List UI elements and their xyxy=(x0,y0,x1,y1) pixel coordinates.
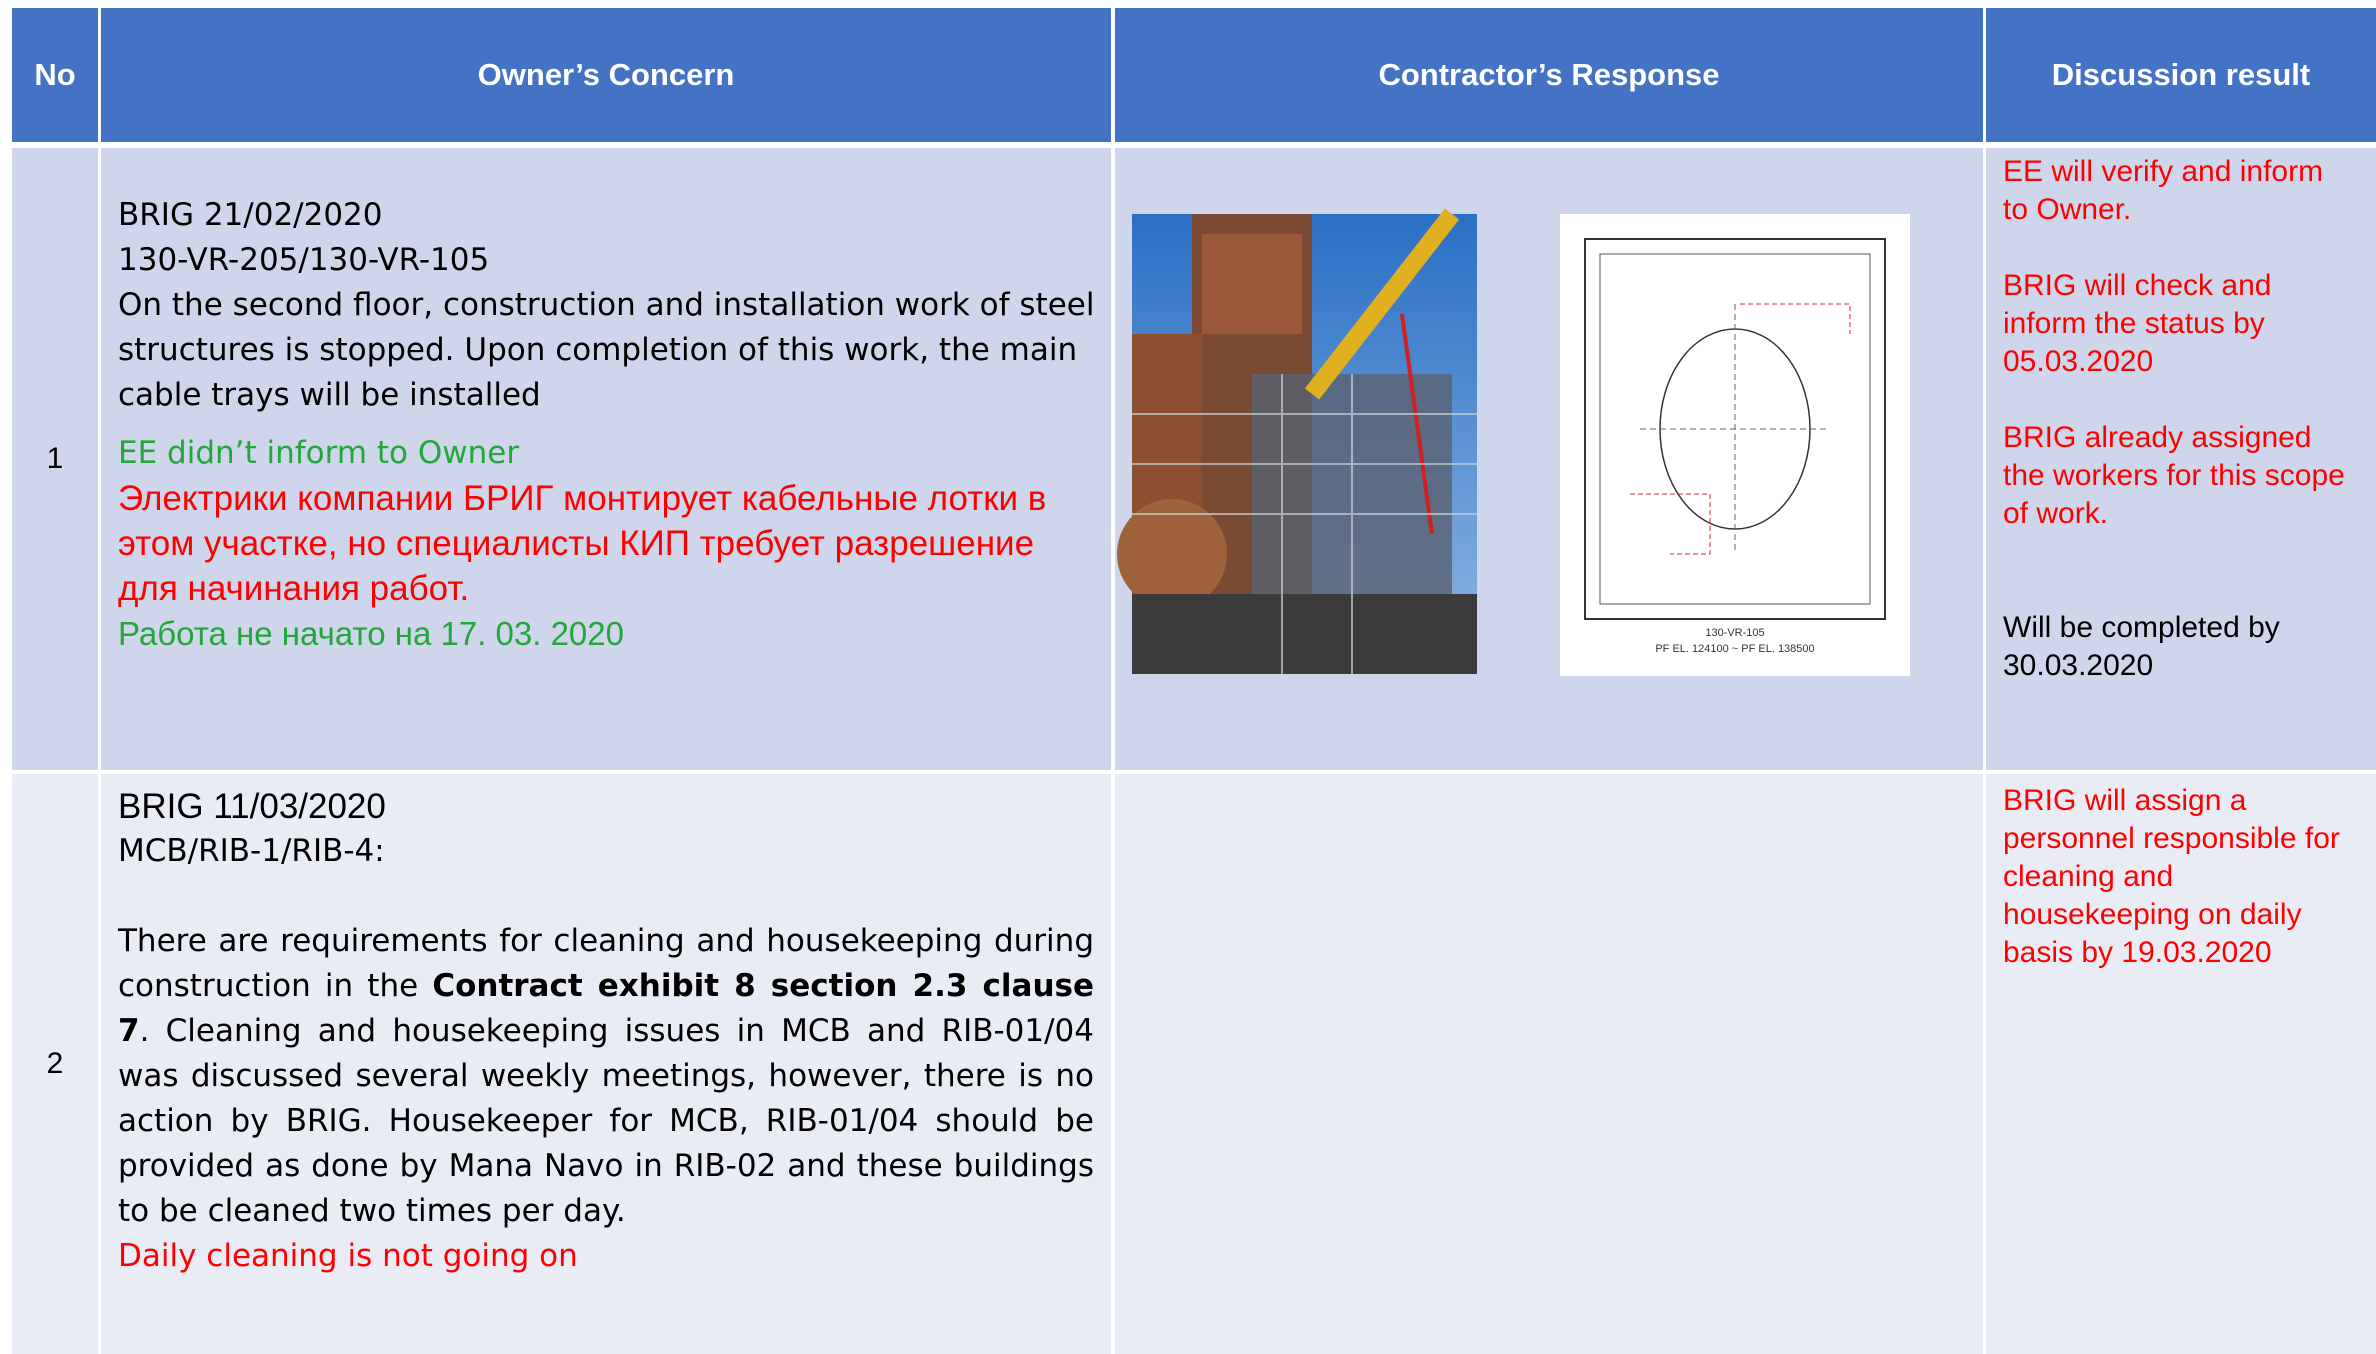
text-line xyxy=(2003,381,2345,419)
concern-cell: BRIG 11/03/2020 MCB/RIB-1/RIB-4: There are… xyxy=(101,774,1111,1354)
red: of work. xyxy=(2003,497,2109,530)
row-number: 2 xyxy=(12,774,98,1354)
red: этом участке, но специалисты КИП требует… xyxy=(118,524,1035,563)
text-line xyxy=(118,418,1094,431)
text-line xyxy=(118,874,1094,919)
result-cell: EE will verify and inform to Owner. BRIG w… xyxy=(1986,148,2376,770)
red: inform the status by xyxy=(2003,307,2265,340)
text-line: MCB/RIB-1/RIB-4: xyxy=(118,833,385,869)
red: the workers for this scope xyxy=(2003,459,2345,492)
red: для начинания работ. xyxy=(118,569,470,608)
response-images: 130-VR-105 PF EL. 124100 ~ PF EL. 138500 xyxy=(1117,208,1910,676)
result-text: EE will verify and inform to Owner. BRIG w… xyxy=(2003,153,2345,685)
drawing: 130-VR-105 PF EL. 124100 ~ PF EL. 138500 xyxy=(1560,214,1910,676)
red: BRIG will assign a xyxy=(2003,784,2247,817)
green: EE didn’t inform to Owner xyxy=(118,435,520,471)
response-cell xyxy=(1115,774,1983,1354)
text-line: 30.03.2020 xyxy=(2003,649,2154,682)
text-line: 130-VR-205/130-VR-105 xyxy=(118,242,490,278)
red: Электрики компании БРИГ монтирует кабель… xyxy=(118,479,1047,518)
concern-text: BRIG 21/02/2020 130-VR-205/130-VR-105 On t… xyxy=(118,193,1094,656)
concern-cell: BRIG 21/02/2020 130-VR-205/130-VR-105 On t… xyxy=(101,148,1111,770)
red: BRIG already assigned xyxy=(2003,421,2312,454)
header-cell: No xyxy=(12,8,98,142)
row-number: 1 xyxy=(12,148,98,770)
red: BRIG will check and xyxy=(2003,269,2272,302)
text-line: cable trays will be installed xyxy=(118,377,541,413)
header-cell: Discussion result xyxy=(1986,8,2376,142)
red: EE will verify and inform xyxy=(2003,155,2324,188)
text-line: Contract exhibit 8 section 2.3 clause 7 xyxy=(118,968,1094,1049)
photo xyxy=(1117,208,1477,674)
red: Daily cleaning is not going on xyxy=(118,1238,578,1274)
red: to Owner. xyxy=(2003,193,2132,226)
text-line: Will be completed by xyxy=(2003,611,2280,644)
concern-text: BRIG 11/03/2020 MCB/RIB-1/RIB-4: There are… xyxy=(118,784,1094,1279)
text-line xyxy=(2003,229,2345,267)
red: basis by 19.03.2020 xyxy=(2003,936,2272,969)
header-cell: Owner’s Concern xyxy=(101,8,1111,142)
drawing-label: PF EL. 124100 ~ PF EL. 138500 xyxy=(1655,643,1814,655)
text-line: structures is stopped. Upon completion o… xyxy=(118,332,1078,368)
text-line: BRIG 11/03/2020 xyxy=(118,787,386,826)
text-line xyxy=(2003,533,2345,609)
red: cleaning and xyxy=(2003,860,2174,893)
header-cell: Contractor’s Response xyxy=(1115,8,1983,142)
result-cell: BRIG will assign a personnel responsible … xyxy=(1986,774,2376,1354)
red: 05.03.2020 xyxy=(2003,345,2154,378)
result-text: BRIG will assign a personnel responsible … xyxy=(2003,782,2340,972)
drawing-label: 130-VR-105 xyxy=(1705,627,1764,639)
red: personnel responsible for xyxy=(2003,822,2340,855)
text-line: . Cleaning and housekeeping issues in MC… xyxy=(118,1013,1094,1229)
text-line: BRIG 21/02/2020 xyxy=(118,197,383,233)
red: housekeeping on daily xyxy=(2003,898,2302,931)
text-line: There are requirements for cleaning and … xyxy=(118,923,1094,1004)
paragraph: There are requirements for cleaning and … xyxy=(118,919,1094,1234)
response-cell: 130-VR-105 PF EL. 124100 ~ PF EL. 138500 xyxy=(1115,148,1983,770)
green: Работа не начато на 17. 03. 2020 xyxy=(118,615,624,652)
text-line: On the second floor, construction and in… xyxy=(118,287,1095,323)
